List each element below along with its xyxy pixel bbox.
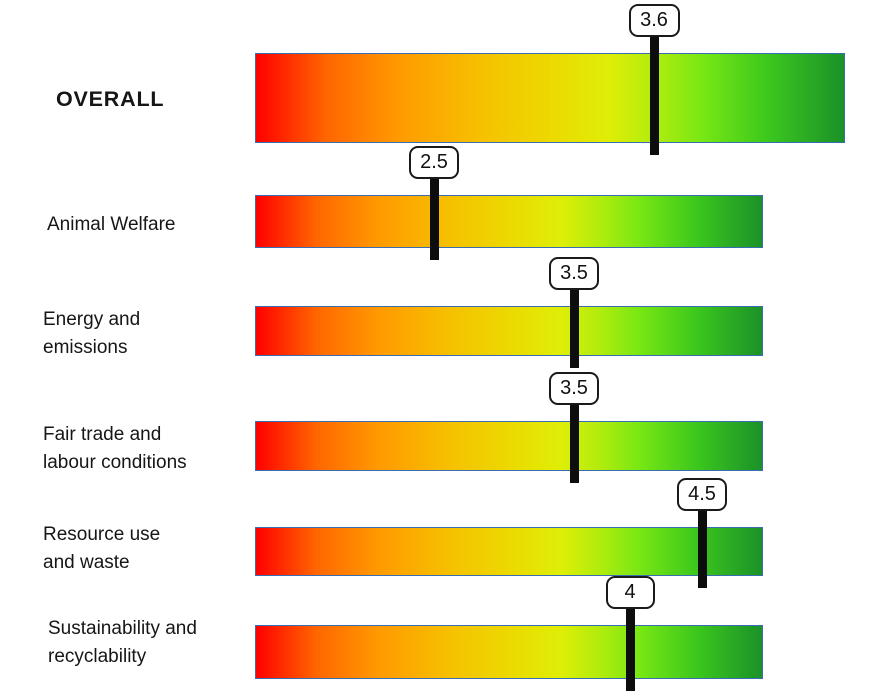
score-value-badge-sustainability-and-recyclability: 4: [605, 576, 655, 609]
score-marker-resource-use-and-waste: [697, 511, 707, 588]
category-label-fair-trade-and-labour-conditions: Fair trade and labour conditions: [43, 424, 187, 473]
score-value-badge-fair-trade-and-labour-conditions: 3.5: [549, 372, 599, 405]
score-scale-bar-overall: [255, 53, 845, 143]
score-scale-bar-fair-trade-and-labour-conditions: [255, 421, 763, 471]
score-scale-bar-energy-and-emissions: [255, 306, 763, 356]
category-label-sustainability-and-recyclability: Sustainability and recyclability: [48, 618, 197, 667]
score-scale-bar-sustainability-and-recyclability: [255, 625, 763, 679]
category-label-energy-and-emissions: Energy and emissions: [43, 309, 141, 358]
score-marker-animal-welfare: [429, 179, 439, 260]
category-label-overall: OVERALL: [56, 87, 165, 111]
score-marker-energy-and-emissions: [569, 290, 579, 368]
category-label-resource-use-and-waste: Resource use and waste: [43, 524, 161, 573]
score-marker-overall: [649, 37, 659, 155]
score-value-badge-animal-welfare: 2.5: [409, 146, 459, 179]
score-marker-fair-trade-and-labour-conditions: [569, 405, 579, 483]
score-scale-bar-animal-welfare: [255, 195, 763, 248]
score-value-badge-resource-use-and-waste: 4.5: [677, 478, 727, 511]
score-scale-bar-resource-use-and-waste: [255, 527, 763, 576]
score-value-badge-overall: 3.6: [628, 4, 680, 37]
score-value-badge-energy-and-emissions: 3.5: [549, 257, 599, 290]
category-label-animal-welfare: Animal Welfare: [47, 214, 176, 235]
score-marker-sustainability-and-recyclability: [625, 609, 635, 691]
